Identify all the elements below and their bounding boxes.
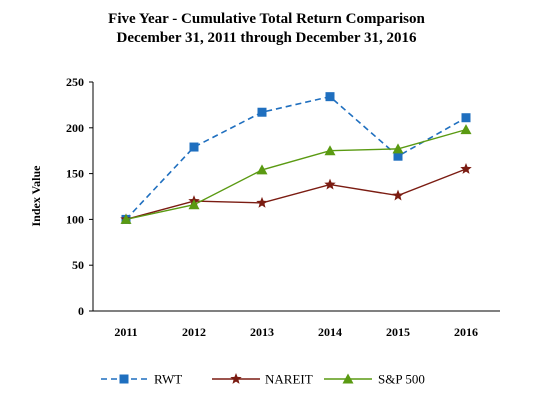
y-tick-label: 150 (66, 167, 84, 181)
data-point-marker (324, 145, 336, 156)
data-point-marker (461, 113, 471, 123)
legend-label: NAREIT (265, 372, 313, 387)
data-point-marker (256, 196, 268, 208)
data-point-marker (460, 163, 472, 174)
series-layer (120, 92, 472, 225)
series-line (125, 128, 467, 221)
x-tick-label: 2014 (318, 325, 342, 339)
series-line (125, 95, 467, 220)
x-tick-label: 2013 (250, 325, 274, 339)
data-point-marker (325, 92, 335, 102)
series-triangle-group (120, 124, 472, 224)
x-tick-label: 2016 (454, 325, 478, 339)
data-point-marker (324, 178, 336, 190)
y-tick-label: 100 (66, 212, 84, 226)
data-point-marker (460, 124, 472, 135)
legend-item: S&P 500 (324, 372, 425, 387)
series-star-group (120, 163, 472, 225)
y-tick-label: 50 (72, 258, 84, 272)
series-square-group (121, 92, 471, 224)
legend-label: RWT (154, 372, 182, 387)
legend-marker (230, 373, 242, 384)
legend-label: S&P 500 (378, 372, 425, 387)
x-tick-label: 2012 (182, 325, 206, 339)
x-tick-label: 2015 (386, 325, 410, 339)
plot-area (92, 82, 500, 312)
data-point-marker (256, 164, 268, 175)
y-tick-label: 0 (78, 304, 84, 318)
data-point-marker (189, 142, 199, 152)
y-ticks: 0 50 100 150 200 250 (66, 75, 93, 318)
data-point-marker (257, 107, 267, 117)
legend: RWT NAREIT S&P 500 (101, 372, 425, 387)
legend-item: RWT (101, 372, 182, 387)
data-point-marker (392, 143, 404, 154)
x-ticks: 2011 2012 2013 2014 2015 2016 (114, 325, 478, 339)
series-line (125, 168, 467, 221)
legend-marker (119, 374, 129, 384)
y-tick-label: 250 (66, 75, 84, 89)
x-tick-label: 2011 (114, 325, 137, 339)
data-point-marker (393, 151, 403, 161)
y-axis-title: Index Value (29, 165, 43, 227)
data-point-marker (188, 199, 200, 210)
y-tick-label: 200 (66, 121, 84, 135)
legend-marker (342, 373, 354, 384)
legend-item: NAREIT (212, 372, 313, 387)
chart-title: Five Year - Cumulative Total Return Comp… (108, 11, 425, 27)
chart-title-block: Five Year - Cumulative Total Return Comp… (0, 10, 533, 48)
data-point-marker (392, 189, 404, 201)
data-point-marker (120, 213, 132, 224)
chart-subtitle: December 31, 2011 through December 31, 2… (116, 30, 417, 46)
